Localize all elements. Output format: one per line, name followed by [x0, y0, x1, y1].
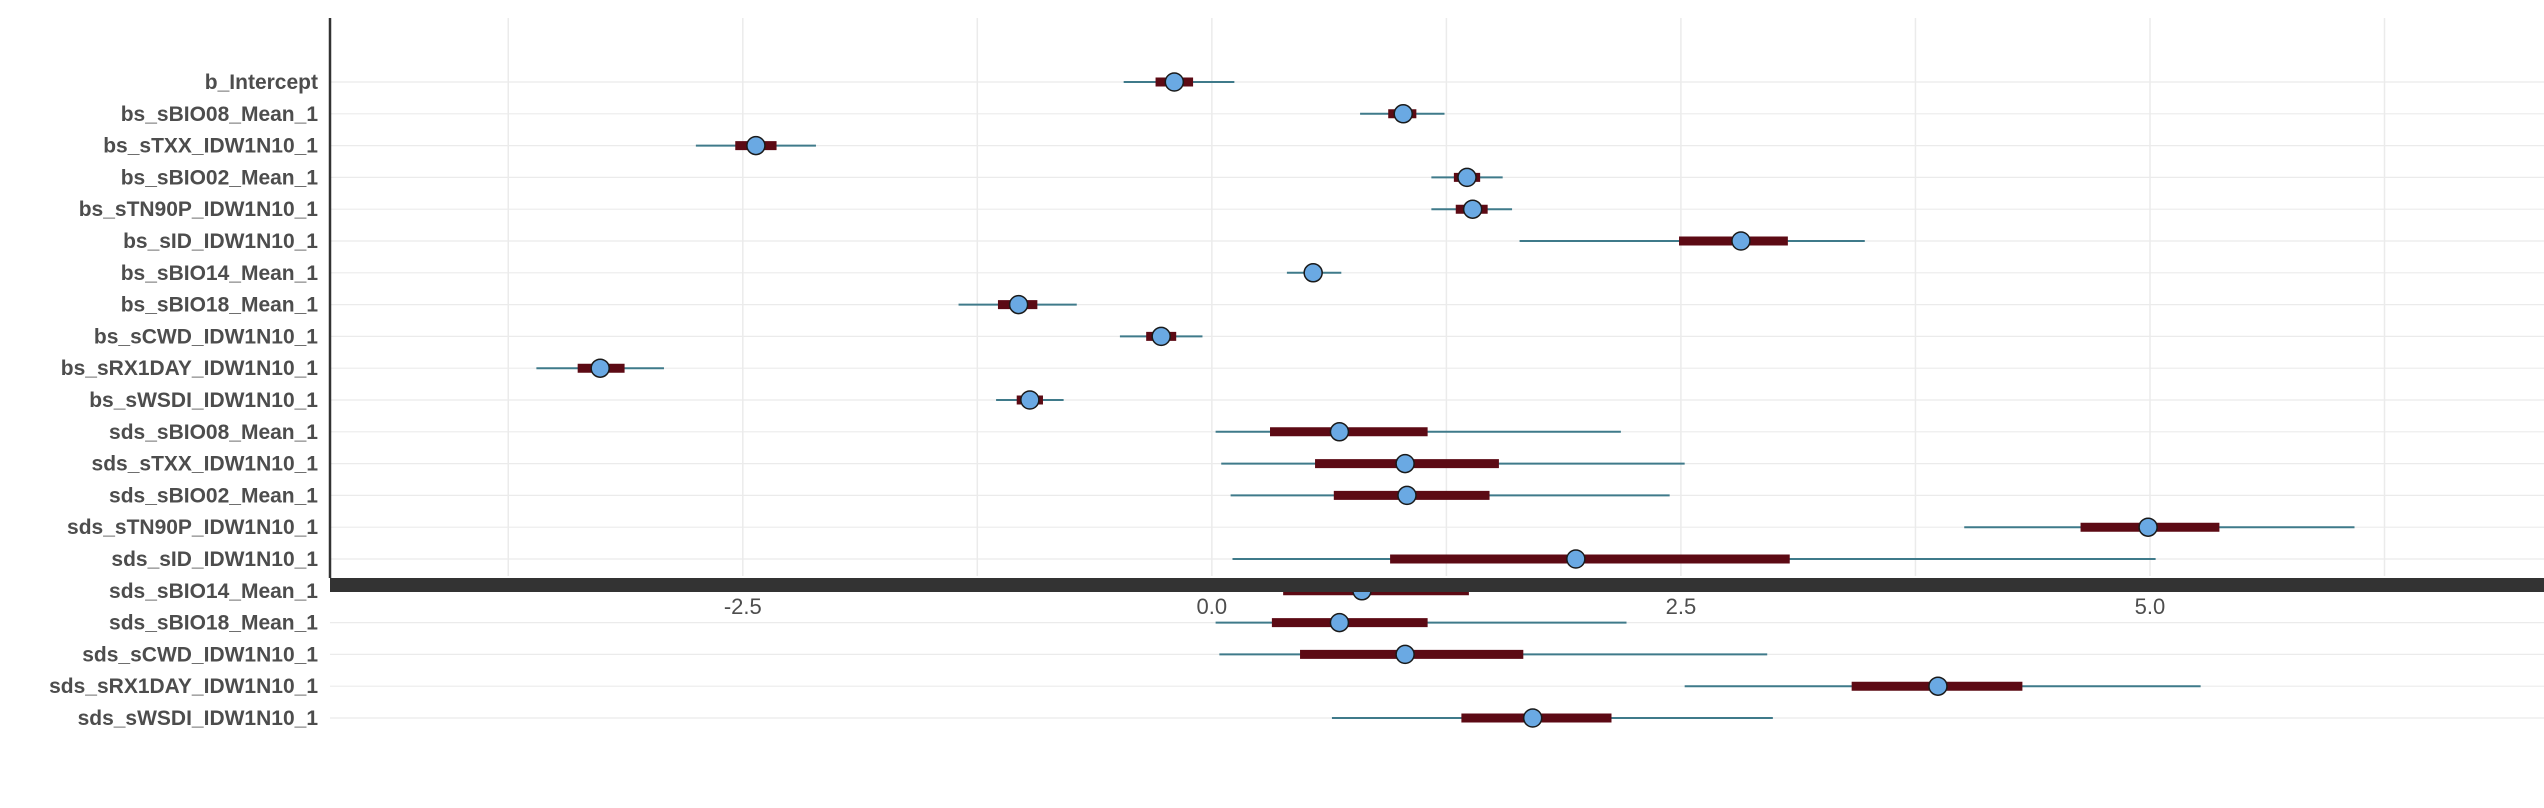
- parameter-label: sds_sWSDI_IDW1N10_1: [78, 707, 319, 730]
- point-estimate: [1329, 422, 1350, 442]
- x-axis-bar: [330, 578, 2544, 592]
- parameter-label: sds_sBIO02_Mean_1: [109, 484, 318, 507]
- marks-layer: [536, 72, 2355, 728]
- parameter-label: sds_sTN90P_IDW1N10_1: [67, 516, 318, 539]
- point-estimate: [1395, 644, 1415, 665]
- point-estimate: [2138, 517, 2158, 537]
- point-estimate: [590, 358, 610, 378]
- point-estimate: [1397, 485, 1417, 506]
- parameter-label: bs_sTN90P_IDW1N10_1: [79, 198, 319, 221]
- parameter-label: bs_sBIO14_Mean_1: [121, 262, 319, 285]
- point-estimate: [1020, 390, 1040, 410]
- labels-layer: b_Intercept bs_sBIO08_Mean_1 bs_sTXX_IDW1N…: [49, 71, 318, 730]
- x-tick-label: -2.5: [724, 594, 762, 619]
- point-estimate: [1329, 612, 1350, 633]
- parameter-label: sds_sID_IDW1N10_1: [111, 548, 318, 571]
- parameter-label: bs_sWSDI_IDW1N10_1: [89, 389, 318, 412]
- parameter-label: sds_sBIO14_Mean_1: [109, 580, 318, 603]
- parameter-label: bs_sTXX_IDW1N10_1: [103, 135, 318, 158]
- parameter-label: b_Intercept: [205, 71, 318, 94]
- point-estimate: [1395, 453, 1415, 474]
- point-estimate: [1928, 676, 1948, 696]
- point-estimate: [1393, 104, 1413, 124]
- parameter-label: sds_sBIO08_Mean_1: [109, 421, 318, 444]
- parameter-label: bs_sBIO18_Mean_1: [121, 294, 319, 317]
- parameter-label: bs_sBIO08_Mean_1: [121, 103, 319, 126]
- point-estimate: [1462, 199, 1483, 219]
- x-tick-label: 2.5: [1666, 594, 1697, 619]
- parameter-label: bs_sRX1DAY_IDW1N10_1: [61, 357, 319, 380]
- point-estimate: [1522, 708, 1543, 728]
- point-estimate: [1164, 72, 1185, 92]
- point-estimate: [1151, 326, 1171, 347]
- point-estimate: [1303, 263, 1323, 283]
- parameter-label: sds_sBIO18_Mean_1: [109, 612, 318, 635]
- point-estimate: [1457, 167, 1477, 188]
- parameter-label: sds_sCWD_IDW1N10_1: [82, 643, 318, 666]
- parameter-label: bs_sBIO02_Mean_1: [121, 166, 319, 189]
- point-estimate: [1566, 549, 1586, 569]
- point-estimate: [1008, 294, 1029, 315]
- axis-layer: -2.5 0.0 2.5 5.0: [328, 18, 2544, 619]
- parameter-label: sds_sTXX_IDW1N10_1: [92, 453, 319, 476]
- point-estimate: [1731, 231, 1751, 251]
- parameter-label: bs_sCWD_IDW1N10_1: [94, 325, 318, 348]
- parameter-label: bs_sID_IDW1N10_1: [123, 230, 318, 253]
- point-estimate: [746, 135, 766, 156]
- parameter-label: sds_sRX1DAY_IDW1N10_1: [49, 675, 318, 698]
- x-tick-label: 0.0: [1197, 594, 1228, 619]
- x-tick-label: 5.0: [2135, 594, 2166, 619]
